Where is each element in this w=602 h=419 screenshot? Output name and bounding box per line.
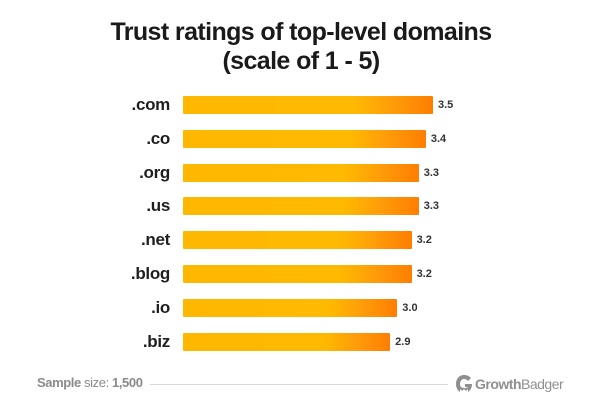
bar-row: .blog 3.2 — [0, 264, 602, 283]
bar-row: .io 3.0 — [0, 297, 602, 317]
bar — [183, 163, 419, 182]
value-label: 3.5 — [438, 99, 454, 111]
sample-label-rest: size: — [80, 375, 112, 390]
bar — [183, 197, 419, 216]
value-label: 3.3 — [423, 166, 439, 179]
value-label: 3.4 — [430, 132, 447, 145]
bar-row: .com 3.5 — [0, 95, 602, 114]
chart-title-line-1: Trust ratings of top-level domains — [110, 18, 492, 46]
bar-row: .co 3.4 — [0, 128, 602, 148]
category-label: .co — [146, 128, 170, 148]
value-label: 3.2 — [416, 268, 432, 280]
value-label: 3.2 — [416, 234, 432, 247]
category-label: .com — [131, 95, 171, 114]
category-label: .io — [151, 297, 170, 317]
growthbadger-logo: Growth Badger — [455, 374, 564, 394]
value-label: 3.3 — [423, 200, 439, 213]
bar — [183, 265, 412, 283]
chart-footer: Sample size: 1,500 Growth Badger — [0, 372, 602, 396]
sample-size-value: 1,500 — [112, 375, 143, 390]
chart-title-line-2: (scale of 1 - 5) — [222, 47, 380, 75]
bar-chart: .com 3.5 .co 3.4 .org 3.3 .us 3.3 .net 3.2 .blog 3.… — [0, 95, 602, 351]
category-label: .blog — [130, 264, 170, 283]
brand-name-rest: Badger — [521, 376, 564, 392]
brand-name-bold: Growth — [475, 376, 522, 392]
bar — [183, 332, 391, 351]
category-label: .biz — [142, 331, 170, 351]
sample-size-note: Sample size: 1,500 — [37, 375, 143, 390]
chart-title: Trust ratings of top-level domains (scal… — [0, 18, 602, 76]
bar — [183, 231, 412, 250]
bar-row: .us 3.3 — [0, 196, 602, 216]
bar-row: .biz 2.9 — [0, 331, 602, 351]
bar-row: .org 3.3 — [0, 162, 602, 182]
sample-label-bold: Sample — [37, 375, 81, 390]
bar — [183, 96, 433, 114]
footer-divider — [150, 384, 448, 385]
bar-row: .net 3.2 — [0, 230, 602, 250]
growthbadger-logo-icon — [456, 375, 472, 392]
category-label: .org — [139, 162, 170, 182]
value-label: 2.9 — [395, 335, 411, 348]
value-label: 3.0 — [402, 301, 418, 314]
category-label: .net — [140, 230, 170, 250]
bar — [183, 298, 398, 317]
bar — [183, 129, 426, 148]
category-label: .us — [146, 196, 170, 216]
